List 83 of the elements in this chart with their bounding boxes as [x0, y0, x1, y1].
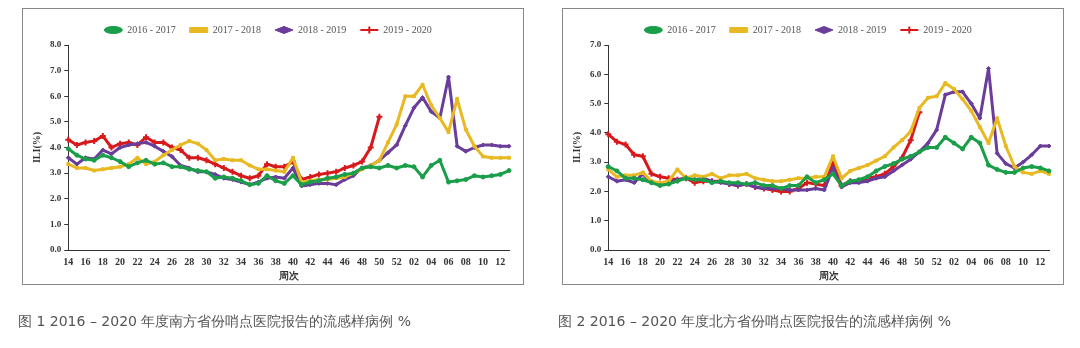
x-tick-label: 12: [495, 255, 506, 267]
x-tick-label: 52: [391, 255, 402, 267]
y-tick-label: 0.0: [50, 244, 62, 255]
x-tick-label: 30: [741, 255, 752, 267]
x-tick-label: 18: [637, 255, 648, 267]
x-tick-label: 38: [810, 255, 821, 267]
x-tick-label: 48: [357, 255, 368, 267]
x-tick-label: 08: [460, 255, 471, 267]
x-tick-label: 20: [115, 255, 126, 267]
x-tick-label: 44: [322, 255, 333, 267]
x-tick-label: 16: [80, 255, 91, 267]
x-tick-label: 40: [287, 255, 298, 267]
x-axis-title: 周次: [277, 269, 300, 281]
x-tick-label: 46: [339, 255, 350, 267]
y-tick-label: 8.0: [50, 39, 62, 50]
y-tick-label: 5.0: [590, 97, 602, 108]
x-tick-label: 40: [827, 255, 838, 267]
x-tick-label: 16: [620, 255, 631, 267]
x-tick-label: 28: [184, 255, 195, 267]
y-tick-label: 1.0: [590, 215, 602, 226]
legend-label: 2019 - 2020: [923, 23, 972, 35]
y-tick-label: 3.0: [50, 167, 62, 178]
x-tick-label: 14: [603, 255, 614, 267]
x-tick-label: 36: [253, 255, 264, 267]
x-tick-label: 32: [758, 255, 769, 267]
text: 图 2 2016 – 2020 年度北方省份哨点医院报告的流感样病例 %: [558, 313, 953, 331]
legend-label: 2017 - 2018: [752, 23, 802, 35]
legend-label: 2016 - 2017: [127, 23, 176, 35]
x-tick-label: 06: [983, 255, 994, 267]
x-tick-label: 36: [793, 255, 804, 267]
y-tick-label: 6.0: [590, 68, 602, 79]
x-tick-label: 14: [63, 255, 74, 267]
x-tick-label: 12: [1035, 255, 1046, 267]
x-tick-label: 50: [914, 255, 925, 267]
x-tick-label: 42: [845, 255, 856, 267]
y-axis-title: ILI(%): [570, 131, 583, 164]
x-tick-label: 24: [689, 255, 700, 267]
y-tick-label: 3.0: [590, 156, 602, 167]
y-tick-label: 6.0: [50, 90, 62, 101]
x-tick-label: 22: [132, 255, 143, 267]
y-tick-label: 7.0: [50, 64, 62, 75]
legend-label: 2016 - 2017: [667, 23, 716, 35]
x-tick-label: 46: [879, 255, 890, 267]
y-tick-label: 5.0: [50, 116, 62, 127]
x-tick-label: 34: [236, 255, 247, 267]
x-tick-label: 08: [1000, 255, 1011, 267]
x-tick-label: 26: [706, 255, 717, 267]
y-tick-label: 1.0: [50, 218, 62, 229]
legend-label: 2019 - 2020: [383, 23, 432, 35]
y-tick-label: 0.0: [590, 244, 602, 255]
x-tick-label: 44: [862, 255, 873, 267]
x-tick-label: 26: [166, 255, 177, 267]
x-tick-label: 10: [478, 255, 489, 267]
y-tick-label: 4.0: [590, 127, 602, 138]
legend-label: 2018 - 2019: [298, 23, 347, 35]
x-tick-label: 28: [724, 255, 735, 267]
y-tick-label: 2.0: [590, 185, 602, 196]
y-axis-title: ILI(%): [30, 131, 43, 164]
y-tick-label: 7.0: [590, 39, 602, 50]
x-tick-label: 10: [1018, 255, 1029, 267]
x-tick-label: 34: [776, 255, 787, 267]
x-tick-label: 38: [270, 255, 281, 267]
x-tick-label: 18: [97, 255, 108, 267]
x-tick-label: 04: [966, 255, 977, 267]
x-tick-label: 02: [948, 255, 959, 267]
x-tick-label: 30: [201, 255, 212, 267]
x-tick-label: 20: [655, 255, 666, 267]
legend-label: 2017 - 2018: [212, 23, 262, 35]
legend-label: 2018 - 2019: [838, 23, 887, 35]
x-tick-label: 22: [672, 255, 683, 267]
x-tick-label: 32: [218, 255, 229, 267]
x-tick-label: 02: [408, 255, 419, 267]
x-tick-label: 42: [305, 255, 316, 267]
x-tick-label: 06: [443, 255, 454, 267]
x-tick-label: 24: [149, 255, 160, 267]
x-tick-label: 52: [931, 255, 942, 267]
y-tick-label: 2.0: [50, 193, 62, 204]
x-tick-label: 50: [374, 255, 385, 267]
y-tick-label: 4.0: [50, 141, 62, 152]
x-axis-title: 周次: [817, 269, 840, 281]
x-tick-label: 04: [426, 255, 437, 267]
text: 图 1 2016 – 2020 年度南方省份哨点医院报告的流感样病例 %: [18, 313, 413, 331]
x-tick-label: 48: [897, 255, 908, 267]
